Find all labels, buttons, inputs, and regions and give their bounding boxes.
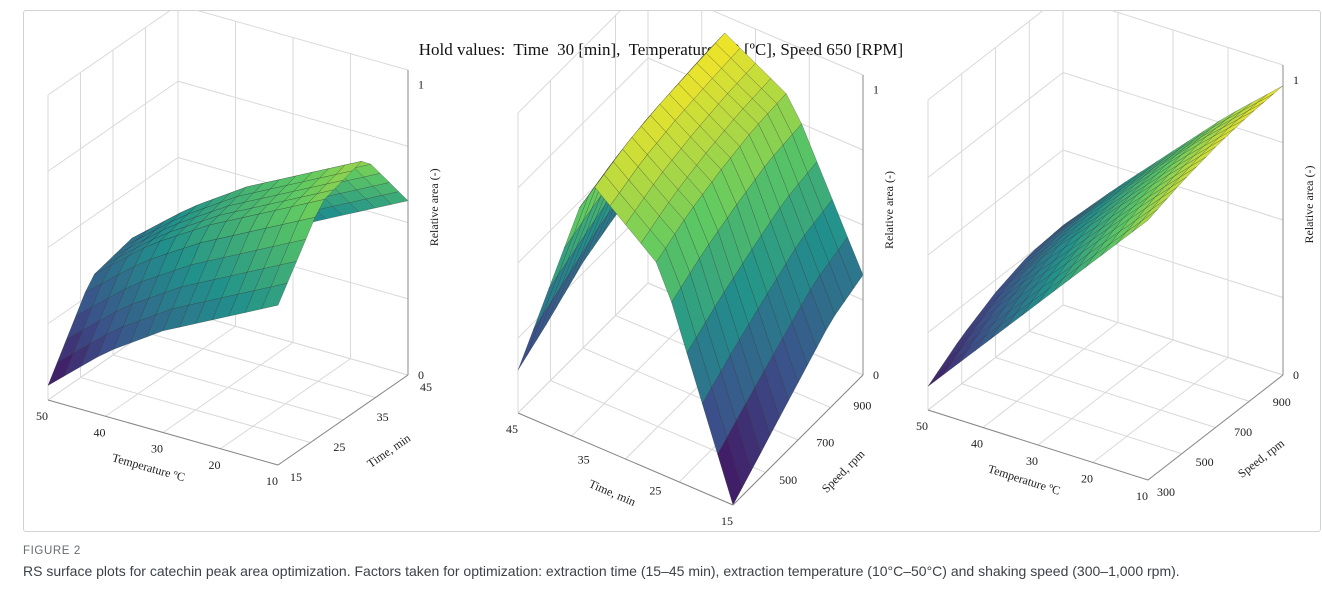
surface-patch: [1132, 209, 1158, 233]
x-tick-label: 40: [94, 425, 106, 439]
hold-values-title: Hold values: Time 30 [min], Temperature …: [418, 40, 904, 59]
y-tick-label: 25: [333, 440, 345, 454]
y-axis-line: [732, 374, 864, 506]
x-tick-label: 10: [266, 474, 278, 488]
y-tick-label: 300: [1157, 485, 1175, 499]
x-tick-label: 40: [971, 437, 983, 451]
y-tick-label: 35: [377, 410, 389, 424]
y-axis-label: Time, min: [364, 431, 413, 471]
y-tick-label: 900: [1273, 395, 1291, 409]
y-tick-label: 15: [290, 470, 302, 484]
x-tick-label: 30: [1026, 454, 1038, 468]
figure-label: FIGURE 2: [23, 545, 81, 557]
z-axis-label: Relative area (-): [882, 171, 896, 249]
y-tick-label: 700: [816, 436, 834, 450]
y-axis-line: [1147, 374, 1284, 481]
x-axis-line: [517, 412, 734, 506]
y-tick-label: 500: [1196, 455, 1214, 469]
y-tick-label: 45: [420, 380, 432, 394]
surface-patch: [1257, 85, 1284, 103]
y-axis-line: [277, 374, 409, 466]
axes: [47, 70, 409, 466]
surface-plot-1: 10 20 30 40 50 15 25 35 450 1 Temperature ºC Time, …: [36, 10, 441, 488]
x-tick-label: 35: [578, 453, 590, 467]
z-axis-label: Relative area (-): [427, 168, 441, 246]
z-axis-label: Relative area (-): [1302, 166, 1316, 244]
x-tick-label: 20: [1081, 472, 1093, 486]
surface-patch: [517, 315, 543, 371]
x-axis-label: Time, min: [587, 477, 638, 509]
z-tick-label: 0: [1293, 368, 1299, 382]
x-tick-label: 45: [506, 422, 518, 436]
surface-patch: [527, 300, 553, 356]
x-tick-label: 20: [209, 458, 221, 472]
x-axis-line: [47, 399, 279, 466]
x-axis-label: Temperature ºC: [986, 462, 1062, 498]
figure-caption: RS surface plots for catechin peak area …: [23, 563, 1180, 579]
y-axis-label: Speed, rpm: [1235, 436, 1287, 481]
z-tick-label: 1: [418, 78, 424, 92]
z-tick-label: 1: [873, 82, 879, 96]
surface-patch: [261, 282, 288, 310]
x-tick-label: 10: [1136, 489, 1148, 503]
axes: [927, 65, 1284, 481]
x-axis-line: [927, 409, 1149, 481]
surface-plot-2: 15 25 35 45 500 700 900 0 1 Time, min Speed, rpm Re…: [506, 10, 896, 525]
surface-patch: [717, 437, 743, 506]
y-axis-label: Speed, rpm: [819, 446, 868, 495]
x-tick-label: 25: [649, 483, 661, 497]
x-tick-label: 50: [916, 419, 928, 433]
surface-mesh: [927, 85, 1284, 387]
z-tick-label: 0: [418, 368, 424, 382]
surface-mesh: [517, 32, 864, 506]
y-tick-label: 900: [853, 399, 871, 413]
surface-mesh: [47, 161, 409, 386]
z-tick-label: 0: [873, 368, 879, 382]
x-tick-label: 50: [36, 409, 48, 423]
y-tick-label: 700: [1234, 425, 1252, 439]
surface-patch: [927, 360, 954, 387]
y-tick-label: 500: [779, 473, 797, 487]
z-tick-label: 1: [1293, 73, 1299, 87]
x-tick-label: 30: [151, 442, 163, 456]
x-axis-label: Temperature ºC: [111, 450, 187, 484]
x-tick-label: 15: [721, 514, 733, 525]
axes: [517, 75, 864, 506]
